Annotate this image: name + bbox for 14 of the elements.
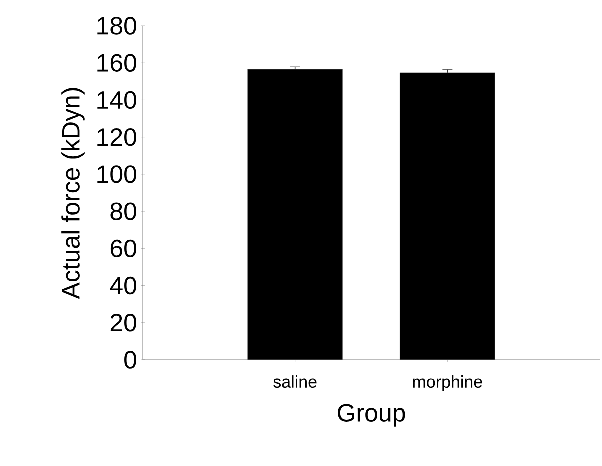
x-tick-label: morphine <box>413 376 482 392</box>
y-tick-label: 140 <box>98 91 136 110</box>
y-tick-label: 100 <box>98 166 136 184</box>
y-tick-label: 160 <box>98 54 136 72</box>
y-tick-label: 80 <box>110 202 136 220</box>
y-tick-label: 60 <box>110 240 136 258</box>
y-tick-label: 20 <box>110 314 136 332</box>
y-tick-label: 40 <box>110 276 136 295</box>
y-tick-label: 120 <box>98 128 136 146</box>
y-tick-label: 0 <box>124 351 136 369</box>
x-tick-label: saline <box>274 376 317 388</box>
y-tick-label: 180 <box>98 17 136 35</box>
y-axis-title: Actual force (kDyn) <box>62 88 85 300</box>
x-axis-title: Group <box>338 404 406 427</box>
